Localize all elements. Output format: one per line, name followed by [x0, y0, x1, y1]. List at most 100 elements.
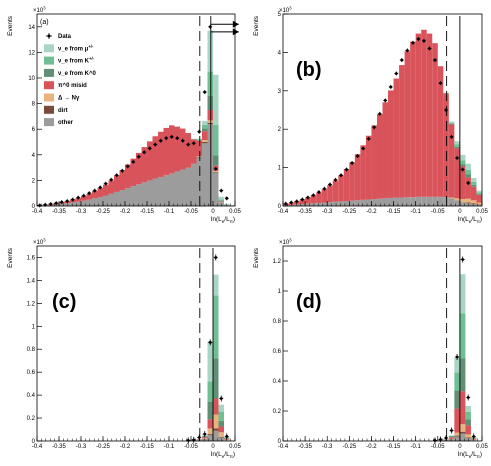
bar-segment: [465, 419, 471, 426]
y-axis-multiplier: ×103: [33, 6, 46, 14]
x-tick-label: 0: [458, 444, 462, 450]
x-tick-label: -0.1: [410, 209, 421, 215]
bar-segment: [459, 154, 466, 161]
bar-segment: [448, 437, 455, 439]
data-point: [197, 130, 201, 134]
data-point: [461, 258, 465, 261]
panel-d: -0.4 -0.35 -0.3 -0.25 -0.2 -0.15 -0.1 -0.05 0 0.0…: [253, 238, 488, 459]
bar-segment: [376, 198, 383, 206]
y-tick-label: 1.4: [27, 278, 36, 284]
bar-segment: [218, 201, 224, 202]
data-point: [444, 108, 448, 112]
bar-segment: [448, 123, 455, 125]
x-tick-label: -0.05: [431, 444, 445, 450]
y-tick-label: 2: [278, 127, 282, 133]
bar-segment: [114, 191, 120, 206]
bar-segment: [360, 145, 366, 200]
bar-segment: [213, 428, 219, 431]
bar-segment: [207, 434, 213, 436]
bar-segment: [404, 51, 411, 198]
data-point: [148, 147, 152, 150]
y-tick-label: 14: [28, 25, 35, 31]
bar-segment: [310, 195, 317, 204]
bar-segment: [75, 201, 81, 206]
bar-segment: [343, 169, 350, 202]
panel-label: (a): [40, 19, 49, 26]
data-point: [164, 136, 168, 140]
x-tick-label: -0.1: [164, 209, 175, 215]
plot-frame: [282, 13, 483, 207]
bar-segment: [136, 184, 142, 206]
bar-segment: [354, 200, 361, 206]
y-tick-label: 2: [32, 178, 36, 184]
data-point: [350, 161, 354, 165]
bar-segment: [470, 203, 477, 205]
y-tick-label: 0.4: [27, 393, 36, 399]
bar-segment: [476, 192, 482, 195]
bar-segment: [202, 142, 208, 144]
bar-segment: [202, 438, 208, 439]
bar-segment: [465, 202, 471, 204]
data-point: [455, 355, 459, 359]
bar-segment: [421, 29, 427, 197]
data-point: [284, 202, 288, 206]
y-tick-label: 1.6: [27, 255, 36, 261]
bar-segment: [108, 193, 114, 206]
data-point: [131, 160, 135, 164]
bar-segment: [207, 124, 213, 206]
bar-segment: [426, 33, 433, 197]
bar-segment: [207, 381, 213, 402]
data-point: [186, 439, 190, 442]
bar-segment: [213, 430, 219, 441]
bar-segment: [382, 102, 389, 199]
bar-segment: [448, 439, 455, 441]
bar-segment: [213, 170, 219, 173]
bar-segment: [327, 185, 333, 203]
y-tick-label: 1: [278, 166, 282, 172]
bar-segment: [421, 196, 427, 206]
bar-segment: [476, 190, 482, 193]
bar-segment: [114, 175, 120, 192]
bar-segment: [432, 196, 438, 206]
data-point: [203, 90, 207, 94]
data-point: [71, 198, 75, 202]
panel-a: -0.4 -0.35 -0.3 -0.25 -0.2 -0.15 -0.1 -0.05 0 0.0…: [7, 6, 241, 224]
bar-segment: [213, 414, 219, 429]
data-point: [137, 155, 141, 159]
bar-segment: [465, 405, 471, 412]
x-tick-label: -0.4: [278, 209, 289, 215]
data-point: [389, 85, 393, 89]
panel-c: -0.4 -0.35 -0.3 -0.25 -0.2 -0.15 -0.1 -0.05 0 0.0…: [7, 238, 241, 459]
y-tick-label: 0.6: [27, 370, 36, 376]
bar-segment: [404, 197, 411, 206]
bar-segment: [465, 174, 471, 178]
x-tick-label: -0.4: [32, 209, 43, 215]
bar-segment: [454, 436, 460, 441]
data-point: [444, 436, 448, 440]
bar-segment: [382, 198, 389, 206]
data-point: [219, 397, 223, 400]
legend-swatch: [44, 118, 54, 127]
bar-segment: [465, 203, 471, 206]
bar-segment: [393, 78, 400, 198]
data-point: [466, 396, 470, 399]
y-tick-label: 0: [278, 439, 282, 445]
x-axis-label: ln(Le/Lπ): [458, 216, 482, 224]
bar-segment: [108, 180, 114, 194]
bar-segment: [338, 175, 344, 202]
data-point: [203, 432, 207, 436]
x-tick-label: -0.3: [322, 209, 333, 215]
bar-segment: [448, 122, 455, 124]
y-tick-label: 0.6: [273, 349, 282, 355]
bar-segment: [470, 184, 477, 187]
legend-label: π^0 misid: [58, 83, 87, 89]
y-tick-label: 6: [32, 127, 36, 133]
panel-label: (c): [52, 291, 76, 313]
bar-segment: [202, 140, 208, 142]
bar-segment: [97, 197, 103, 206]
bar-segment: [169, 173, 175, 206]
legend-swatch: [44, 56, 54, 65]
data-point: [214, 167, 218, 171]
x-tick-label: -0.4: [278, 444, 289, 450]
bar-segment: [454, 357, 460, 373]
